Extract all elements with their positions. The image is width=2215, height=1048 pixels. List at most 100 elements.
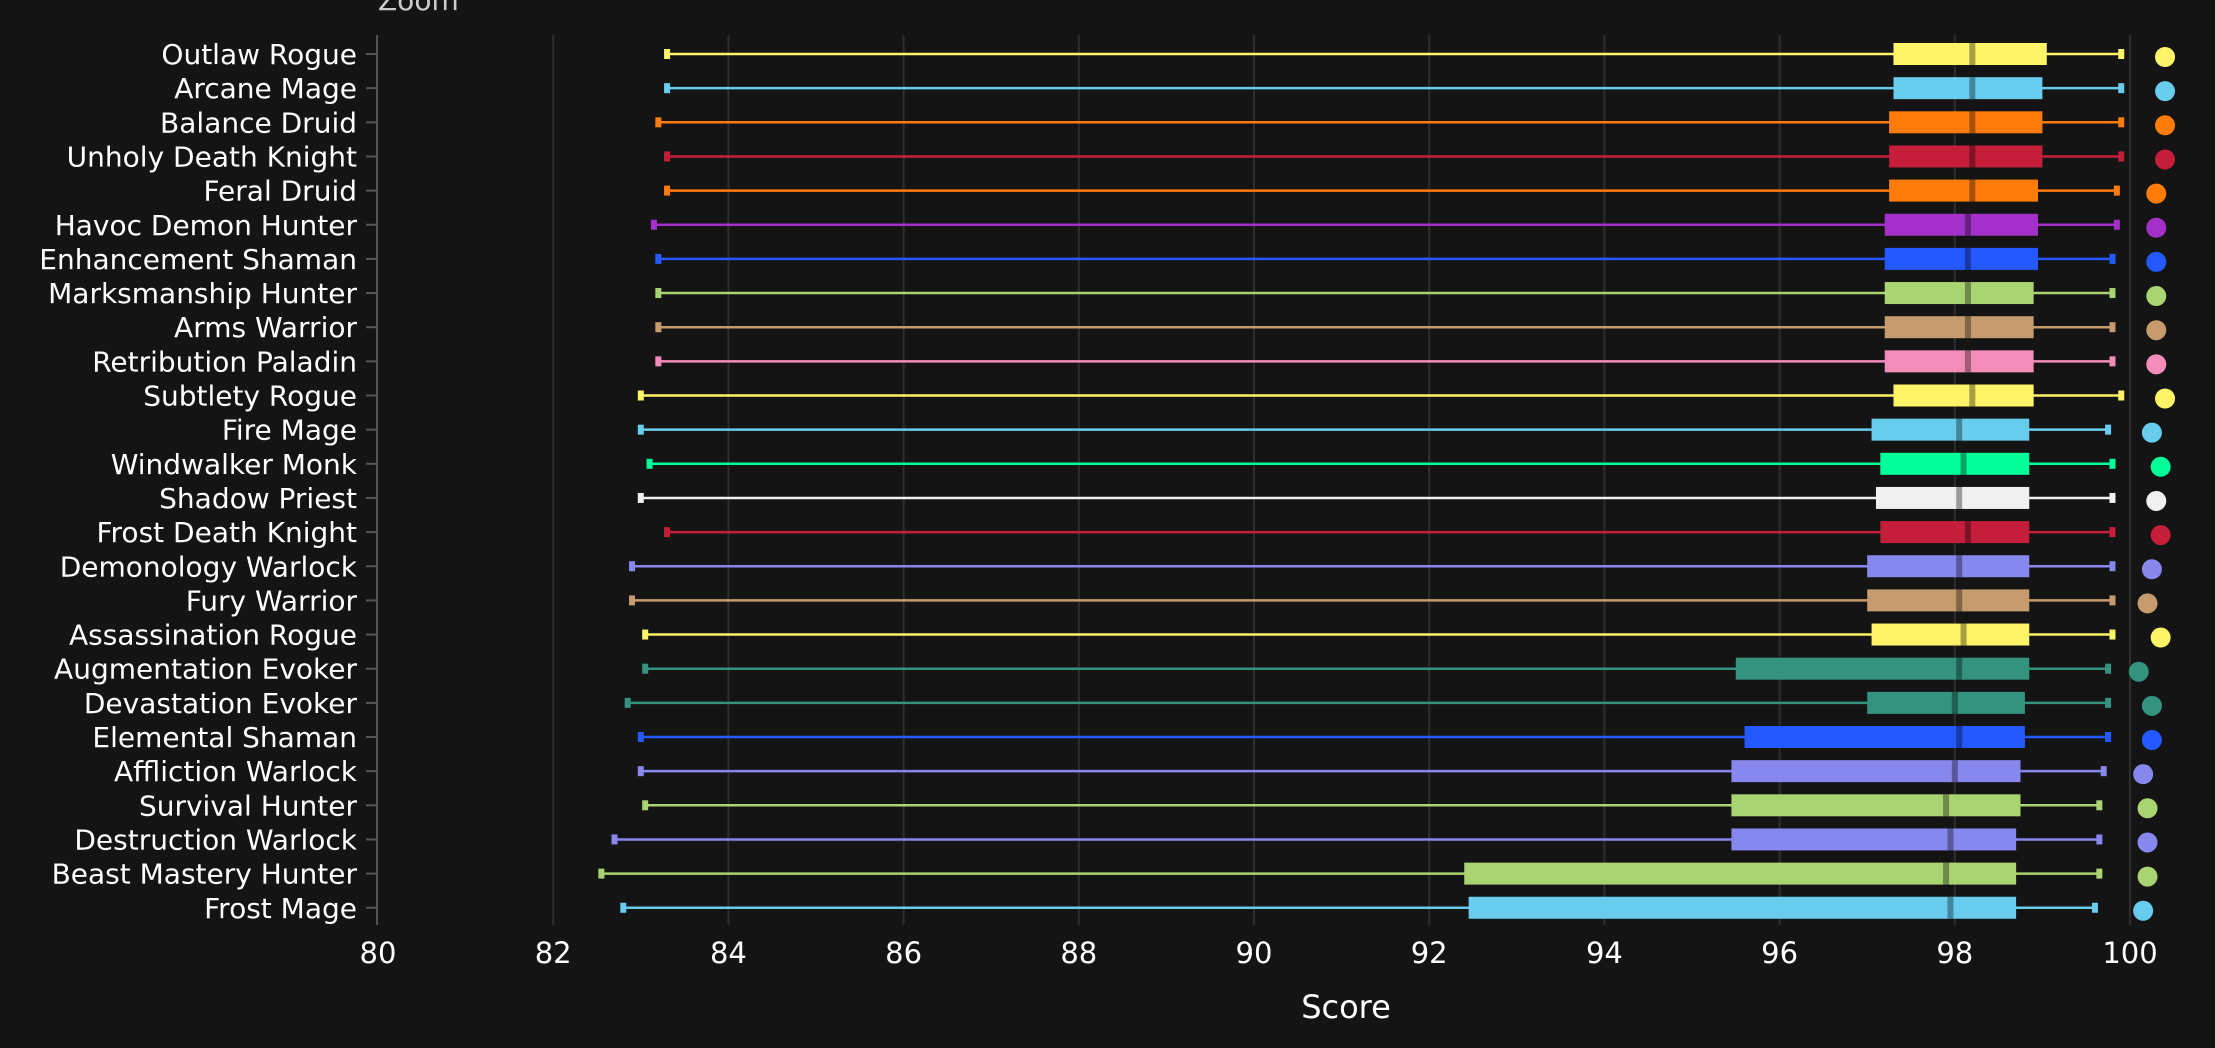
series-box[interactable] xyxy=(642,623,2171,648)
median-line xyxy=(1943,794,1950,817)
whisker-max-cap xyxy=(2091,902,2098,913)
series-box[interactable] xyxy=(655,316,2167,341)
whisker-max-cap xyxy=(2109,458,2116,469)
median-line xyxy=(1943,862,1950,885)
median-line xyxy=(1956,657,1963,680)
outlier-point xyxy=(2141,559,2162,580)
whisker-max-cap xyxy=(2109,288,2116,299)
outlier-point xyxy=(2155,81,2176,102)
iqr-box xyxy=(1875,486,2030,509)
whisker-max-cap xyxy=(2105,697,2112,708)
series-box[interactable] xyxy=(624,691,2162,716)
median-line xyxy=(1960,452,1967,475)
x-tick-label: 88 xyxy=(1060,936,1097,970)
iqr-box xyxy=(1735,657,2030,680)
median-line xyxy=(1951,760,1958,783)
median-line xyxy=(1964,521,1971,544)
outlier-point xyxy=(2146,286,2167,307)
category-label: Marksmanship Hunter xyxy=(48,277,357,310)
x-axis-title: Score xyxy=(1301,988,1391,1026)
series-box[interactable] xyxy=(637,760,2154,785)
whisker-min-cap xyxy=(624,697,631,708)
outlier-point xyxy=(2150,456,2171,477)
outlier-point xyxy=(2150,627,2171,648)
median-line xyxy=(1956,726,1963,748)
whisker-min-cap xyxy=(642,800,649,811)
whisker-max-cap xyxy=(2109,595,2116,606)
iqr-box xyxy=(1871,623,2030,646)
category-label: Frost Death Knight xyxy=(96,516,357,549)
iqr-box xyxy=(1867,691,2025,714)
outlier-point xyxy=(2128,661,2149,682)
median-line xyxy=(1956,418,1963,441)
whisker-max-cap xyxy=(2109,356,2116,367)
series-box[interactable] xyxy=(655,350,2167,375)
whisker-max-cap xyxy=(2109,253,2116,264)
iqr-box xyxy=(1731,828,2017,851)
series-box[interactable] xyxy=(664,145,2176,170)
x-tick-label: 98 xyxy=(1936,936,1973,970)
series-box[interactable] xyxy=(620,896,2154,921)
whisker-min-cap xyxy=(637,424,644,435)
iqr-box xyxy=(1464,862,2017,885)
x-axis-tick-labels: 80 82 84 86 88 90 92 94 96 98 100 xyxy=(360,936,2158,970)
series-box[interactable] xyxy=(637,726,2162,750)
zoom-label[interactable]: Zoom xyxy=(378,0,459,17)
outlier-point xyxy=(2137,593,2158,614)
category-label: Survival Hunter xyxy=(139,789,358,822)
category-label: Arms Warrior xyxy=(174,311,357,344)
series-box[interactable] xyxy=(664,179,2167,204)
iqr-box xyxy=(1889,179,2039,202)
series-box[interactable] xyxy=(664,521,2171,546)
series-box[interactable] xyxy=(637,384,2176,409)
whisker-min-cap xyxy=(620,902,627,913)
median-line xyxy=(1956,555,1963,578)
series-box[interactable] xyxy=(642,657,2149,682)
median-line xyxy=(1964,350,1971,373)
median-line xyxy=(1969,384,1976,407)
outlier-point xyxy=(2141,422,2162,443)
outlier-point xyxy=(2146,490,2167,511)
outlier-point xyxy=(2150,525,2171,546)
whisker-max-cap xyxy=(2118,390,2125,401)
series-box[interactable] xyxy=(629,589,2158,614)
outlier-point xyxy=(2155,149,2176,170)
series-box[interactable] xyxy=(637,486,2167,511)
whisker-max-cap xyxy=(2100,766,2107,777)
category-label: Windwalker Monk xyxy=(111,448,358,481)
series-box[interactable] xyxy=(664,43,2176,67)
outlier-point xyxy=(2155,388,2176,409)
whisker-min-cap xyxy=(629,595,636,606)
whisker-min-cap xyxy=(637,390,644,401)
category-label: Havoc Demon Hunter xyxy=(55,209,358,242)
series-box[interactable] xyxy=(598,862,2158,887)
series-box[interactable] xyxy=(655,282,2167,307)
series-box[interactable] xyxy=(637,418,2162,443)
whisker-max-cap xyxy=(2105,732,2112,742)
category-label: Demonology Warlock xyxy=(60,550,358,583)
outlier-point xyxy=(2137,866,2158,887)
series-box[interactable] xyxy=(646,452,2171,477)
series-box[interactable] xyxy=(629,555,2162,580)
series-box[interactable] xyxy=(655,247,2167,272)
series-boxes xyxy=(598,43,2176,921)
series-box[interactable] xyxy=(655,111,2176,136)
whisker-max-cap xyxy=(2109,492,2116,503)
iqr-box xyxy=(1880,521,2030,544)
category-label: Devastation Evoker xyxy=(84,687,358,720)
category-label: Feral Druid xyxy=(203,175,357,208)
iqr-box xyxy=(1884,316,2034,339)
whisker-max-cap xyxy=(2118,151,2125,162)
whisker-max-cap xyxy=(2118,83,2125,94)
category-label: Outlaw Rogue xyxy=(161,38,357,71)
series-box[interactable] xyxy=(650,213,2167,238)
category-label: Assassination Rogue xyxy=(69,619,357,652)
series-box[interactable] xyxy=(664,77,2176,102)
iqr-box xyxy=(1884,350,2034,373)
outlier-point xyxy=(2155,115,2176,136)
series-box[interactable] xyxy=(642,794,2158,819)
x-tick-label: 100 xyxy=(2102,936,2157,970)
whisker-min-cap xyxy=(637,492,644,503)
series-box[interactable] xyxy=(611,828,2158,853)
